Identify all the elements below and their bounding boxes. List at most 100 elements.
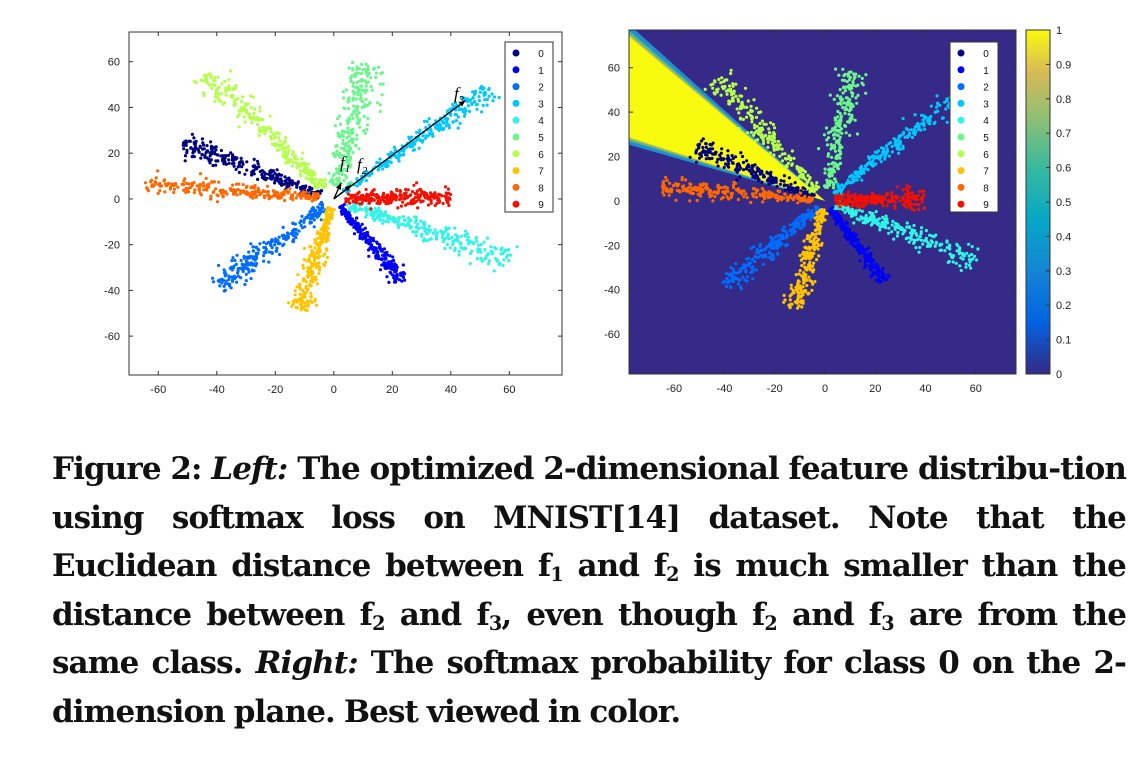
scatter-point <box>717 77 721 81</box>
scatter-point <box>812 232 817 237</box>
scatter-point <box>316 192 320 196</box>
scatter-point <box>801 213 805 217</box>
scatter-point <box>154 176 158 180</box>
scatter-point <box>923 116 927 120</box>
scatter-point <box>332 208 336 212</box>
scatter-point <box>813 216 817 220</box>
scatter-point <box>376 196 380 200</box>
scatter-point <box>457 253 461 257</box>
scatter-point <box>828 93 832 97</box>
scatter-point <box>249 106 253 110</box>
scatter-point <box>799 258 804 262</box>
scatter-point <box>453 226 457 230</box>
scatter-point <box>486 262 490 266</box>
scatter-point <box>662 193 666 197</box>
scatter-point <box>492 95 497 99</box>
scatter-point <box>846 74 851 78</box>
scatter-point <box>375 201 379 205</box>
legend-marker <box>512 133 520 141</box>
scatter-point <box>696 192 700 196</box>
scatter-point <box>799 300 803 304</box>
scatter-point <box>327 221 331 225</box>
scatter-point <box>395 220 399 224</box>
scatter-point <box>480 259 484 263</box>
scatter-point <box>378 103 382 107</box>
scatter-point <box>417 193 421 197</box>
scatter-point <box>301 151 305 155</box>
scatter-point <box>318 241 322 245</box>
scatter-point <box>736 97 740 101</box>
scatter-point <box>845 181 850 185</box>
scatter-point <box>308 185 312 189</box>
scatter-point <box>157 183 161 187</box>
scatter-point <box>912 223 916 228</box>
scatter-point <box>162 179 166 183</box>
scatter-point <box>872 220 876 224</box>
scatter-point <box>359 71 364 76</box>
scatter-point <box>335 144 339 148</box>
scatter-point <box>816 221 821 226</box>
scatter-point <box>281 225 285 229</box>
scatter-point <box>323 182 327 186</box>
scatter-point <box>356 118 360 122</box>
scatter-point <box>920 122 924 126</box>
scatter-point <box>365 104 370 108</box>
scatter-point <box>842 101 846 105</box>
scatter-point <box>776 145 780 149</box>
scatter-point <box>258 193 262 197</box>
scatter-point <box>446 187 450 191</box>
scatter-point <box>245 160 249 164</box>
scatter-point <box>792 156 796 160</box>
scatter-point <box>284 146 288 150</box>
scatter-point <box>809 252 813 256</box>
scatter-point <box>244 272 248 276</box>
scatter-point <box>230 275 234 279</box>
scatter-point <box>757 178 761 182</box>
scatter-point <box>386 201 390 205</box>
scatter-point <box>846 190 850 194</box>
scatter-point <box>283 198 287 203</box>
scatter-point <box>360 99 364 103</box>
scatter-point <box>834 193 839 197</box>
scatter-point <box>214 148 218 152</box>
scatter-point <box>308 259 312 263</box>
scatter-point <box>437 128 441 132</box>
scatter-point <box>296 193 300 197</box>
scatter-point <box>805 268 809 272</box>
scatter-point <box>327 171 331 175</box>
scatter-point <box>728 285 733 289</box>
scatter-point <box>841 205 845 209</box>
scatter-point <box>863 260 868 264</box>
scatter-point <box>821 212 825 216</box>
scatter-point <box>810 209 814 213</box>
scatter-point <box>149 178 154 182</box>
scatter-point <box>212 78 216 82</box>
scatter-point <box>254 118 258 122</box>
scatter-point <box>256 162 260 166</box>
scatter-point <box>321 186 325 190</box>
scatter-point <box>351 116 355 120</box>
scatter-point <box>766 145 770 149</box>
scatter-point <box>236 165 240 169</box>
scatter-point <box>711 147 715 151</box>
scatter-point <box>449 113 453 117</box>
scatter-point <box>961 257 965 261</box>
scatter-point <box>382 253 386 257</box>
scatter-point <box>845 222 850 226</box>
scatter-point <box>913 113 917 117</box>
scatter-point <box>290 179 294 183</box>
scatter-point <box>318 234 322 238</box>
scatter-point <box>715 88 719 92</box>
scatter-point <box>322 229 326 234</box>
scatter-point <box>317 214 321 218</box>
scatter-point <box>317 268 321 272</box>
scatter-point <box>846 201 850 205</box>
scatter-point <box>435 201 439 205</box>
scatter-point <box>242 256 246 260</box>
scatter-point <box>869 223 874 227</box>
scatter-point <box>351 199 355 203</box>
scatter-point <box>255 159 260 163</box>
scatter-point <box>268 114 272 118</box>
scatter-point <box>412 183 416 187</box>
scatter-point <box>848 133 852 137</box>
